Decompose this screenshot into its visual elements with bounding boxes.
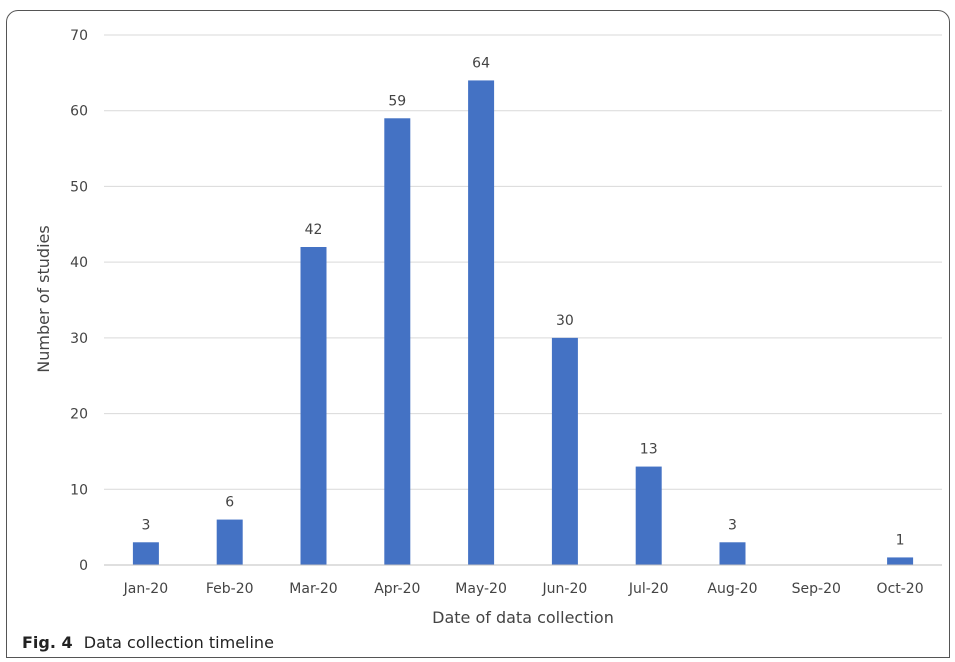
data-labels: 3 6 42 59 64 30 13 3 1 — [141, 55, 904, 548]
bar-May-20 — [468, 80, 495, 565]
y-tick-label: 0 — [79, 558, 88, 574]
figure-label: Fig. 4 — [22, 633, 73, 652]
x-tick-label-Jul-20: Jul-20 — [628, 581, 669, 597]
figure-caption-text: Data collection timeline — [83, 633, 274, 652]
x-tick-label-Jun-20: Jun-20 — [542, 581, 588, 597]
gridlines — [104, 34, 942, 490]
bar-Jan-20 — [132, 542, 159, 565]
bar-Mar-20 — [300, 247, 327, 565]
x-tick-label-Feb-20: Feb-20 — [206, 581, 254, 597]
x-tick-label-Jan-20: Jan-20 — [123, 581, 168, 597]
x-tick-label-Apr-20: Apr-20 — [374, 581, 420, 597]
data-label-Jan-20: 3 — [141, 517, 150, 533]
bars — [132, 80, 914, 566]
data-label-May-20: 64 — [472, 55, 490, 71]
bar-Feb-20 — [216, 519, 243, 565]
data-label-Oct-20: 1 — [896, 532, 905, 548]
y-tick-label: 10 — [70, 482, 88, 498]
data-label-Apr-20: 59 — [388, 93, 406, 109]
y-tick-label: 60 — [70, 104, 88, 120]
data-label-Feb-20: 6 — [225, 495, 234, 511]
y-tick-label: 70 — [70, 28, 88, 44]
bar-Aug-20 — [719, 542, 746, 565]
data-label-Jul-20: 13 — [640, 442, 658, 458]
x-tick-label-May-20: May-20 — [455, 581, 507, 597]
bar-Apr-20 — [384, 118, 411, 566]
bar-Jun-20 — [551, 337, 578, 565]
y-tick-label: 20 — [70, 407, 88, 423]
data-label-Mar-20: 42 — [305, 222, 323, 238]
x-axis-ticks: Jan-20 Feb-20 Mar-20 Apr-20 May-20 Jun-20 Jul-… — [123, 581, 924, 597]
y-axis-ticks: 0 10 20 30 40 50 60 70 — [70, 28, 88, 574]
data-label-Aug-20: 3 — [728, 517, 737, 533]
x-tick-label-Sep-20: Sep-20 — [792, 581, 841, 597]
x-axis-label: Date of data collection — [432, 608, 614, 627]
x-tick-label-Aug-20: Aug-20 — [707, 581, 757, 597]
data-label-Jun-20: 30 — [556, 313, 574, 329]
x-tick-label-Mar-20: Mar-20 — [289, 581, 337, 597]
x-tick-label-Oct-20: Oct-20 — [877, 581, 924, 597]
y-tick-label: 50 — [70, 179, 88, 195]
figure-caption: Fig. 4 Data collection timeline — [22, 633, 274, 652]
y-tick-label: 30 — [70, 331, 88, 347]
y-tick-label: 40 — [70, 255, 88, 271]
y-axis-label: Number of studies — [34, 225, 53, 372]
bar-Oct-20 — [887, 557, 914, 565]
bar-Jul-20 — [635, 466, 662, 565]
